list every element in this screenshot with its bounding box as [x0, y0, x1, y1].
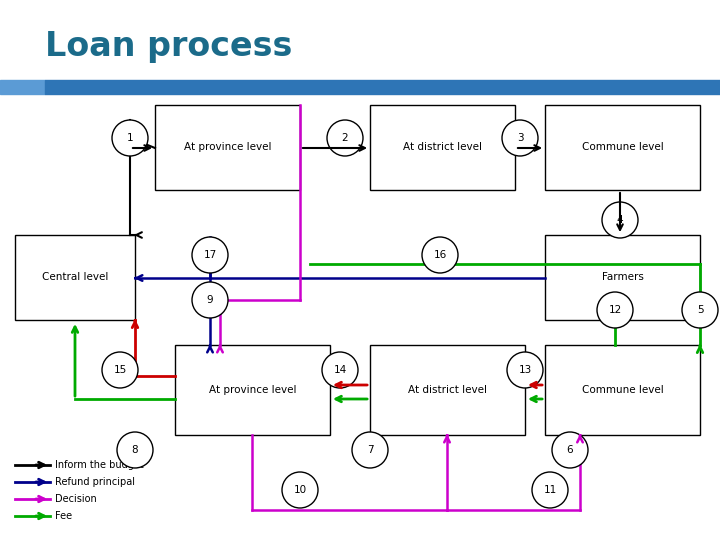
Circle shape: [502, 120, 538, 156]
Text: 17: 17: [203, 250, 217, 260]
Text: 9: 9: [207, 295, 213, 305]
Bar: [545, 345, 700, 435]
Circle shape: [552, 432, 588, 468]
Circle shape: [192, 237, 228, 273]
Text: 12: 12: [608, 305, 621, 315]
Circle shape: [327, 120, 363, 156]
Text: 4: 4: [617, 215, 624, 225]
Circle shape: [597, 292, 633, 328]
Circle shape: [602, 202, 638, 238]
Text: Central level: Central level: [42, 273, 108, 282]
Text: Commune level: Commune level: [582, 143, 663, 152]
Text: 8: 8: [132, 445, 138, 455]
Circle shape: [112, 120, 148, 156]
Circle shape: [532, 472, 568, 508]
Text: 6: 6: [567, 445, 573, 455]
Text: At province level: At province level: [209, 385, 296, 395]
Text: 7: 7: [366, 445, 373, 455]
Circle shape: [422, 237, 458, 273]
Text: Inform the budget: Inform the budget: [55, 460, 144, 470]
Circle shape: [322, 352, 358, 388]
Bar: [175, 345, 330, 435]
Text: 2: 2: [342, 133, 348, 143]
Text: Decision: Decision: [55, 494, 96, 504]
Text: 14: 14: [333, 365, 346, 375]
Text: 3: 3: [517, 133, 523, 143]
Text: At district level: At district level: [408, 385, 487, 395]
Text: 13: 13: [518, 365, 531, 375]
Text: Fee: Fee: [55, 511, 72, 521]
Text: Refund principal: Refund principal: [55, 477, 135, 487]
Circle shape: [102, 352, 138, 388]
Text: Farmers: Farmers: [602, 273, 644, 282]
Text: At province level: At province level: [184, 143, 271, 152]
Text: 16: 16: [433, 250, 446, 260]
Bar: [370, 105, 515, 190]
Circle shape: [117, 432, 153, 468]
Bar: [155, 105, 300, 190]
Circle shape: [507, 352, 543, 388]
Text: Loan process: Loan process: [45, 30, 292, 63]
Bar: [545, 235, 700, 320]
Circle shape: [282, 472, 318, 508]
Text: 10: 10: [294, 485, 307, 495]
Bar: [370, 345, 525, 435]
Bar: [545, 105, 700, 190]
Text: 15: 15: [113, 365, 127, 375]
Text: 1: 1: [127, 133, 133, 143]
Text: At district level: At district level: [403, 143, 482, 152]
Circle shape: [352, 432, 388, 468]
Circle shape: [682, 292, 718, 328]
Text: Commune level: Commune level: [582, 385, 663, 395]
Text: 11: 11: [544, 485, 557, 495]
Bar: [15, 235, 135, 320]
Text: 5: 5: [697, 305, 703, 315]
Bar: [45, 80, 720, 94]
Circle shape: [192, 282, 228, 318]
Bar: [0, 80, 45, 94]
